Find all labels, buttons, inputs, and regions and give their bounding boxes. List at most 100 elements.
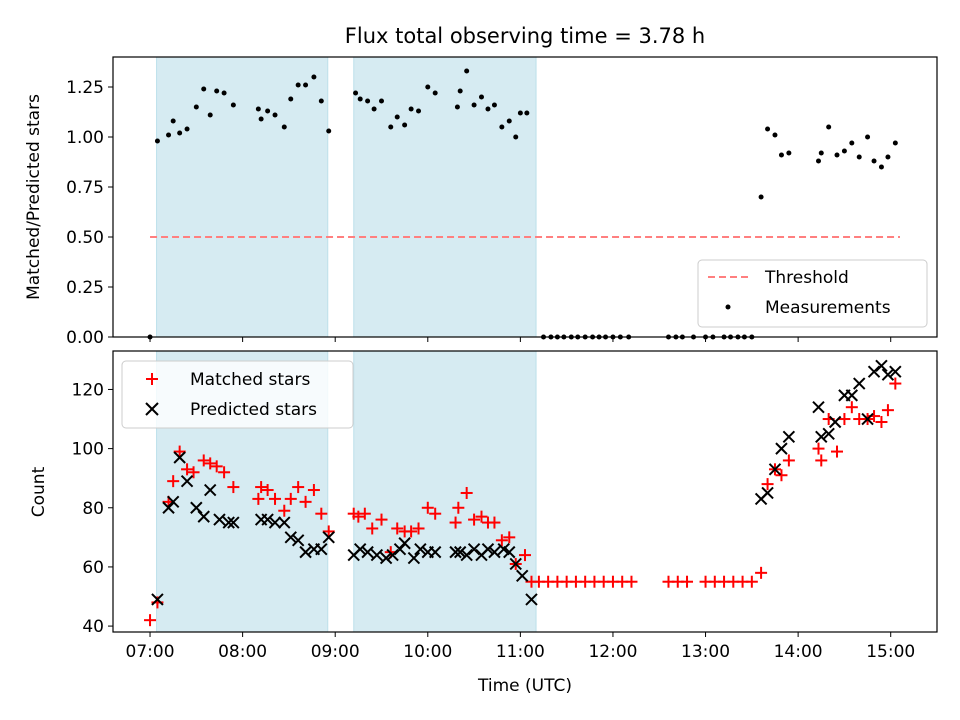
matched-star-point	[284, 492, 297, 505]
legend-matched-swatch	[146, 373, 158, 385]
bottom-y-tick-label: 60	[82, 558, 104, 578]
bottom-legend-box	[121, 360, 354, 429]
measurement-point	[258, 116, 264, 122]
top-y-tick-label: 1.25	[66, 78, 104, 98]
bottom-panel: 40 60 80 100 120 07:00 08:00 09:00 10:00 11:00 12…	[29, 350, 938, 696]
top-panel: Flux total observing time = 3.78 h 0.000…	[24, 24, 938, 348]
bottom-x-tick-label: 10:00	[403, 642, 452, 662]
top-y-tick-label: 1.00	[66, 128, 104, 148]
matched-star-point	[503, 531, 516, 544]
measurement-point	[357, 96, 363, 102]
predicted-star-point	[353, 542, 367, 556]
predicted-star-point	[453, 545, 467, 559]
predicted-star-point	[828, 415, 842, 429]
predicted-star-point	[213, 513, 226, 526]
measurement-point	[513, 134, 519, 140]
matched-star-point	[315, 507, 328, 520]
legend-threshold-label: Threshold	[764, 268, 849, 288]
matched-star-point	[412, 522, 425, 535]
bottom-x-tick-label: 07:00	[126, 642, 175, 662]
measurement-point	[499, 124, 505, 130]
predicted-star-point	[370, 548, 384, 562]
matched-star-point	[519, 549, 531, 562]
predicted-star-point	[761, 486, 774, 500]
predicted-star-point	[261, 513, 274, 526]
predicted-star-point	[414, 542, 427, 556]
matched-star-point	[831, 445, 844, 458]
matched-star-point	[218, 466, 231, 479]
predicted-star-point	[467, 542, 481, 556]
top-shaded-interval	[156, 56, 329, 338]
predicted-star-point	[812, 400, 825, 414]
top-y-tick-label: 0.50	[66, 228, 104, 248]
matched-star-point	[488, 516, 501, 529]
bottom-y-tick-label: 40	[82, 617, 104, 637]
matched-star-point	[322, 525, 335, 538]
measurement-point	[416, 108, 422, 114]
bottom-x-tick-label: 09:00	[311, 642, 360, 662]
matched-star-point	[812, 442, 825, 455]
predicted-star-point	[881, 368, 895, 381]
count-points	[144, 359, 902, 627]
x-axis-label: Time (UTC)	[477, 676, 572, 696]
measurement-point	[230, 102, 236, 108]
measurement-point	[425, 84, 431, 90]
measurement-point	[394, 114, 400, 120]
matched-star-point	[227, 481, 240, 494]
bottom-x-ticks: 07:00 08:00 09:00 10:00 11:00 12:00 13:00 14:00…	[126, 632, 915, 662]
bottom-shaded-interval	[353, 350, 537, 633]
matched-star-point	[681, 575, 694, 588]
matched-star-point	[197, 454, 210, 467]
measurement-point	[365, 98, 371, 104]
predicted-star-point	[488, 545, 501, 559]
matched-star-point	[352, 510, 365, 523]
top-legend-box	[697, 259, 928, 328]
predicted-star-point	[204, 483, 217, 497]
legend-measurement-label: Measurements	[765, 298, 891, 318]
matched-star-point	[421, 501, 434, 514]
bottom-y-tick-label: 120	[72, 380, 104, 400]
predicted-star-point	[407, 551, 421, 565]
measurement-point	[295, 82, 301, 88]
predicted-star-point	[222, 516, 235, 529]
predicted-star-point	[299, 545, 312, 559]
predicted-star-point	[227, 516, 240, 529]
measurement-point	[193, 104, 199, 110]
measurement-point	[765, 126, 771, 132]
matched-star-point	[210, 460, 223, 473]
matched-star-point	[429, 507, 442, 520]
matched-star-point	[278, 504, 291, 517]
matched-star-point	[875, 415, 888, 428]
predicted-star-point	[875, 359, 888, 372]
predicted-star-point	[768, 463, 782, 476]
measurement-point	[272, 112, 278, 118]
measurement-point	[815, 158, 821, 164]
predicted-star-point	[815, 430, 828, 443]
bottom-x-tick-label: 11:00	[496, 642, 545, 662]
legend-predicted-swatch	[145, 402, 159, 416]
matched-star-point	[252, 492, 265, 505]
matched-star-point	[307, 484, 320, 497]
measurement-point	[154, 138, 160, 144]
measurement-point	[758, 194, 764, 200]
measurement-points	[147, 68, 898, 340]
measurement-point	[834, 152, 840, 158]
matched-star-point	[475, 510, 488, 523]
predicted-star-point	[268, 516, 282, 529]
measurement-point	[214, 88, 220, 94]
predicted-star-point	[398, 537, 411, 550]
predicted-star-point	[180, 474, 194, 488]
predicted-star-point	[861, 412, 874, 426]
matched-star-point	[255, 481, 268, 494]
measurement-point	[478, 94, 484, 100]
predicted-star-point	[315, 542, 328, 556]
measurement-point	[506, 118, 512, 124]
bottom-axes-frame	[112, 350, 938, 633]
matched-star-point	[755, 566, 768, 579]
matched-star-point	[460, 486, 473, 499]
matched-star-point	[187, 466, 200, 479]
matched-star-point	[144, 614, 157, 627]
matched-star-point	[761, 478, 774, 491]
predicted-star-point	[516, 569, 529, 583]
measurement-point	[255, 106, 261, 112]
